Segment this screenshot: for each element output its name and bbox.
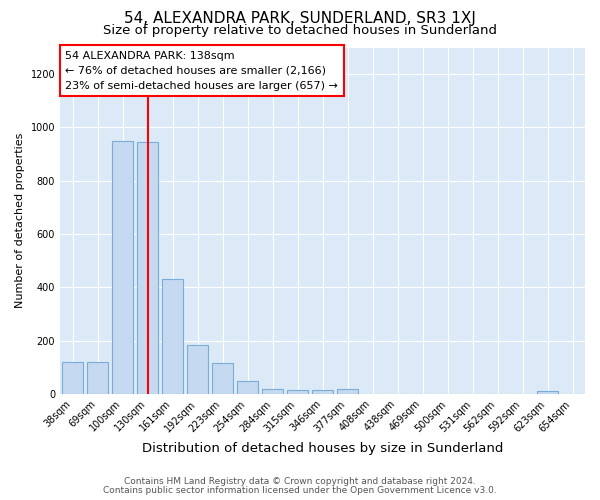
Bar bbox=[187, 344, 208, 394]
Bar bbox=[312, 390, 333, 394]
Bar bbox=[137, 142, 158, 394]
Text: 54 ALEXANDRA PARK: 138sqm
← 76% of detached houses are smaller (2,166)
23% of se: 54 ALEXANDRA PARK: 138sqm ← 76% of detac… bbox=[65, 51, 338, 90]
Bar bbox=[262, 389, 283, 394]
Y-axis label: Number of detached properties: Number of detached properties bbox=[15, 133, 25, 308]
Text: Size of property relative to detached houses in Sunderland: Size of property relative to detached ho… bbox=[103, 24, 497, 37]
Text: Contains HM Land Registry data © Crown copyright and database right 2024.: Contains HM Land Registry data © Crown c… bbox=[124, 477, 476, 486]
Bar bbox=[212, 363, 233, 394]
Bar bbox=[237, 382, 258, 394]
Bar bbox=[87, 362, 108, 394]
Text: 54, ALEXANDRA PARK, SUNDERLAND, SR3 1XJ: 54, ALEXANDRA PARK, SUNDERLAND, SR3 1XJ bbox=[124, 11, 476, 26]
Bar bbox=[62, 362, 83, 394]
Bar bbox=[537, 391, 558, 394]
Text: Contains public sector information licensed under the Open Government Licence v3: Contains public sector information licen… bbox=[103, 486, 497, 495]
Bar bbox=[112, 141, 133, 394]
Bar bbox=[162, 280, 183, 394]
Bar bbox=[337, 389, 358, 394]
X-axis label: Distribution of detached houses by size in Sunderland: Distribution of detached houses by size … bbox=[142, 442, 503, 455]
Bar bbox=[287, 390, 308, 394]
